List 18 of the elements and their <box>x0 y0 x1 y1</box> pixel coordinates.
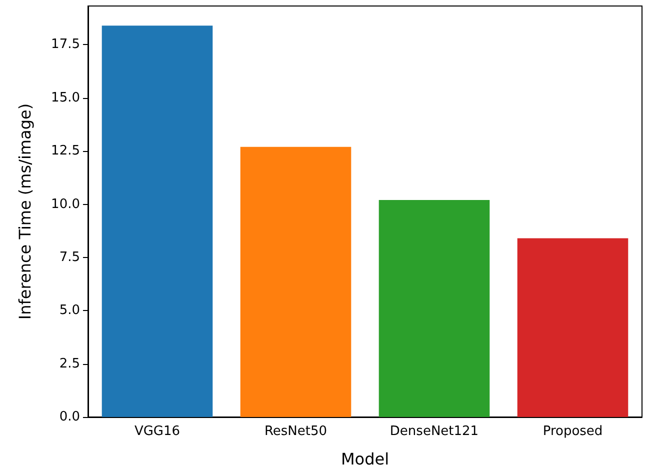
y-tick-label: 2.5 <box>59 356 80 372</box>
bar <box>378 200 490 417</box>
y-tick-label: 0.0 <box>59 410 80 424</box>
y-tick-label: 17.5 <box>51 37 80 52</box>
x-tick-label: DenseNet121 <box>390 424 479 439</box>
y-tick-label: 15.0 <box>51 90 80 106</box>
y-axis-title: Inference Time (ms/image) <box>16 103 34 320</box>
x-tick-label: VGG16 <box>134 424 180 439</box>
bar <box>517 238 628 417</box>
y-tick-label: 10.0 <box>51 196 80 212</box>
bar <box>240 146 352 417</box>
bar <box>102 26 213 417</box>
x-axis-title: Model <box>340 450 390 468</box>
x-tick-label: Proposed <box>542 424 603 439</box>
y-tick-label: 12.5 <box>51 144 80 159</box>
y-tick-label: 7.5 <box>59 250 80 265</box>
x-tick-label: ResNet50 <box>264 424 328 439</box>
y-tick-label: 5.0 <box>59 303 80 318</box>
